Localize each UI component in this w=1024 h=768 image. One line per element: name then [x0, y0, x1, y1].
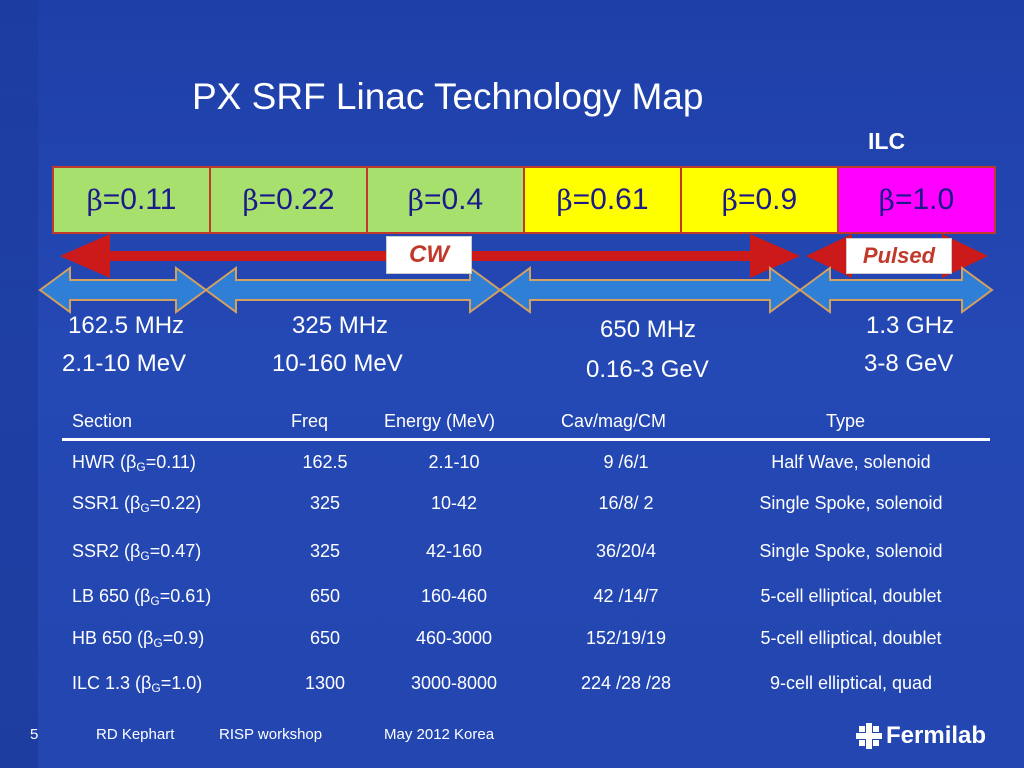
beta-symbol: β [721, 183, 738, 217]
beta-symbol: β [86, 183, 103, 217]
cell-cav: 16/8/ 2 [598, 493, 654, 513]
beta-value: =0.22 [258, 183, 335, 216]
cell-section: HWR (βG=0.11) [72, 452, 196, 474]
cell-freq: 325 [309, 541, 341, 561]
beta-cell: β =0.4 [368, 168, 525, 232]
col-header-cav: Cav/mag/CM [561, 411, 667, 431]
beta-symbol: β [242, 183, 259, 217]
cell-energy: 2.1-10 [428, 452, 480, 472]
energy-label-1300: 3-8 GeV [864, 350, 954, 377]
cell-type: Single Spoke, solenoid [759, 541, 943, 561]
cell-section: LB 650 (βG=0.61) [72, 586, 212, 608]
beta-value: =0.61 [572, 183, 649, 216]
beta-symbol: β [556, 183, 573, 217]
cell-section: SSR1 (βG=0.22) [72, 493, 202, 515]
fermilab-icon [856, 723, 882, 749]
cell-freq: 162.5 [302, 452, 348, 472]
cell-type: 9-cell elliptical, quad [769, 673, 933, 693]
beta-cell: β =0.61 [525, 168, 682, 232]
freq-arrow-1300 [798, 266, 994, 314]
cell-section: ILC 1.3 (βG=1.0) [72, 673, 203, 695]
freq-arrow-162 [38, 266, 208, 314]
cell-type: Single Spoke, solenoid [759, 493, 943, 513]
cell-cav: 42 /14/7 [593, 586, 659, 606]
freq-arrow-650 [498, 266, 802, 314]
cell-energy: 42-160 [425, 541, 483, 561]
beta-cell: β =0.11 [54, 168, 211, 232]
energy-label-650: 0.16-3 GeV [586, 356, 709, 383]
fermilab-logo: Fermilab [856, 722, 986, 750]
beta-value: =0.9 [737, 183, 798, 216]
freq-arrow-325 [204, 266, 502, 314]
footer-author: RD Kephart [96, 726, 175, 743]
ilc-label: ILC [868, 128, 906, 154]
freq-label-325: 325 MHz [292, 312, 389, 339]
cell-cav: 152/19/19 [585, 628, 667, 648]
freq-label-1300: 1.3 GHz [866, 312, 955, 339]
col-header-freq: Freq [291, 411, 329, 431]
page-number: 5 [30, 726, 39, 743]
freq-label-162: 162.5 MHz [68, 312, 185, 339]
beta-value: =0.11 [102, 183, 177, 216]
cell-energy: 460-3000 [415, 628, 493, 648]
beta-symbol: β [878, 183, 895, 217]
cell-section: SSR2 (βG=0.47) [72, 541, 202, 563]
beta-cell: β =0.9 [682, 168, 839, 232]
col-header-energy: Energy (MeV) [384, 411, 496, 431]
cell-type: Half Wave, solenoid [771, 452, 931, 472]
cw-tag: CW [386, 236, 472, 274]
energy-label-162: 2.1-10 MeV [62, 350, 187, 377]
cell-type: 5-cell elliptical, doublet [760, 586, 942, 606]
cell-section: HB 650 (βG=0.9) [72, 628, 205, 650]
cell-energy: 3000-8000 [410, 673, 498, 693]
beta-symbol: β [407, 183, 424, 217]
cell-freq: 1300 [304, 673, 346, 693]
beta-value: =1.0 [894, 183, 955, 216]
beta-cell: β =0.22 [211, 168, 368, 232]
beta-bar: β =0.11 β =0.22 β =0.4 β =0.61 β =0.9 β =1.0 [52, 166, 996, 234]
slide-title: PX SRF Linac Technology Map [192, 76, 704, 117]
cell-type: 5-cell elliptical, doublet [760, 628, 942, 648]
freq-label-650: 650 MHz [600, 316, 697, 343]
fermilab-logo-text: Fermilab [886, 722, 987, 749]
pulsed-tag: Pulsed [846, 238, 952, 274]
beta-value: =0.4 [423, 183, 484, 216]
cell-energy: 160-460 [420, 586, 488, 606]
col-header-section: Section [72, 411, 133, 431]
cell-freq: 650 [309, 628, 341, 648]
cell-cav: 36/20/4 [595, 541, 657, 561]
left-decor-strip [0, 0, 38, 768]
table-header-divider [62, 438, 990, 441]
cell-cav: 9 /6/1 [603, 452, 649, 472]
footer-date: May 2012 Korea [384, 726, 495, 743]
beta-cell: β =1.0 [839, 168, 994, 232]
col-header-type: Type [826, 411, 866, 431]
cell-freq: 650 [309, 586, 341, 606]
cell-energy: 10-42 [430, 493, 478, 513]
energy-label-325: 10-160 MeV [272, 350, 403, 377]
cell-cav: 224 /28 /28 [580, 673, 672, 693]
footer-event: RISP workshop [219, 726, 323, 743]
cell-freq: 325 [309, 493, 341, 513]
